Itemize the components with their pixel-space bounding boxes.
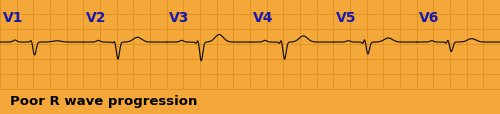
Text: V4: V4 <box>252 11 273 25</box>
Text: V2: V2 <box>86 11 106 25</box>
Text: V1: V1 <box>2 11 23 25</box>
Text: V3: V3 <box>169 11 190 25</box>
Text: Poor R wave progression: Poor R wave progression <box>10 94 198 107</box>
Text: V6: V6 <box>419 11 440 25</box>
Text: V5: V5 <box>336 11 356 25</box>
